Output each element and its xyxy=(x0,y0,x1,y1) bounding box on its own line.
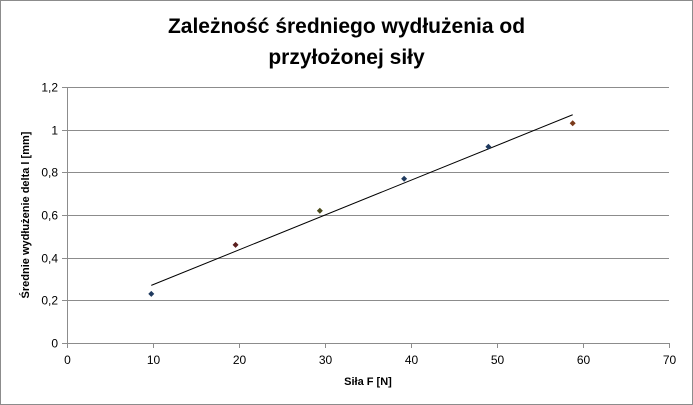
x-tick-label: 0 xyxy=(64,353,71,367)
tick-labels: 0 0,2 0,4 0,6 0,8 1 1,2 0 10 20 30 40 50 60 70 xyxy=(41,81,676,368)
y-tick-label: 0,8 xyxy=(41,166,58,180)
y-tick-label: 0,6 xyxy=(41,209,58,223)
trendline-group xyxy=(151,114,573,286)
y-axis-title: Średnie wydłużenie delta l [mm] xyxy=(19,131,32,298)
x-tick-label: 20 xyxy=(233,353,247,367)
chart-title-line-1: Zależność średniego wydłużenia od xyxy=(167,15,526,38)
data-point xyxy=(148,290,155,297)
x-axis-title: Siła F [N] xyxy=(344,376,392,388)
data-point xyxy=(316,207,323,214)
x-tick-label: 30 xyxy=(319,353,333,367)
x-tick-label: 70 xyxy=(663,353,677,367)
chart-title: Zależność średniego wydłużenia od przyło… xyxy=(1,11,692,73)
y-tick-label: 1 xyxy=(51,124,58,138)
data-point xyxy=(232,241,239,248)
data-point xyxy=(569,120,576,127)
y-tick-label: 0,2 xyxy=(41,294,58,308)
y-tick-label: 0,4 xyxy=(41,252,58,266)
axes xyxy=(62,87,670,348)
gridlines xyxy=(67,87,669,301)
data-points xyxy=(148,120,576,297)
trendline xyxy=(151,114,573,286)
x-tick-label: 60 xyxy=(577,353,591,367)
y-tick-label: 0 xyxy=(51,337,58,351)
data-point xyxy=(401,175,408,182)
x-tick-label: 50 xyxy=(491,353,505,367)
y-tick-label: 1,2 xyxy=(41,81,58,95)
x-tick-label: 10 xyxy=(147,353,161,367)
x-tick-label: 40 xyxy=(405,353,419,367)
chart-title-line-2: przyłożonej siły xyxy=(268,46,425,69)
data-point xyxy=(485,143,492,150)
